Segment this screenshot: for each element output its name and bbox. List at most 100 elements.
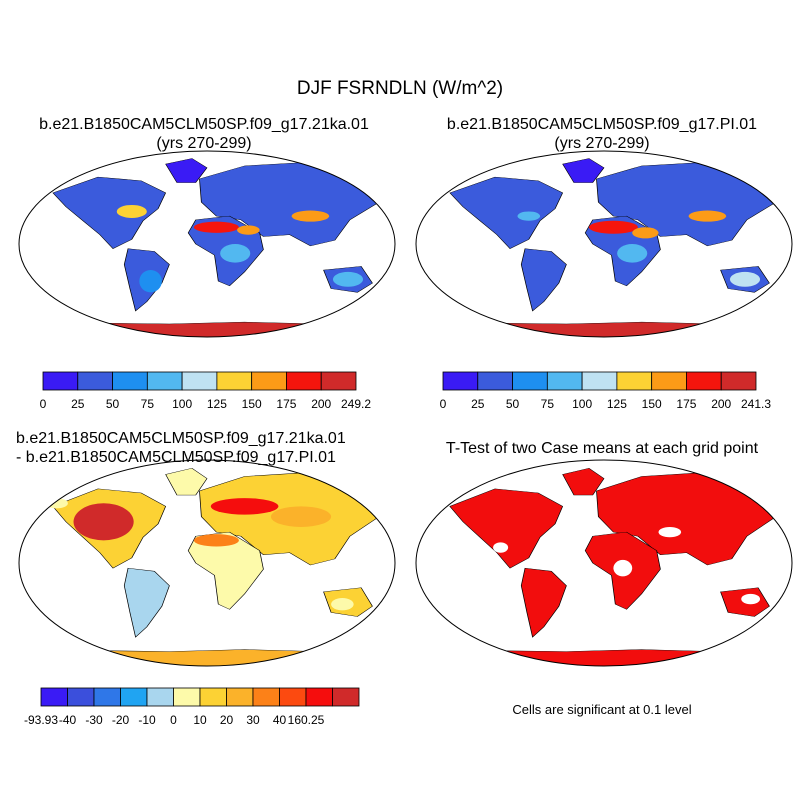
colorbar-swatch-diff-7 (226, 687, 254, 707)
field-patch-case1-6 (220, 244, 251, 263)
significance-note: Cells are significant at 0.1 level (512, 702, 692, 717)
field-patch-case2-2 (688, 210, 727, 222)
continent-southAmerica-ttest (520, 567, 567, 638)
field-patch-case1-4 (332, 271, 364, 287)
colorbar-label-diff-8: 30 (246, 713, 260, 727)
field-patch-ttest-1 (658, 526, 682, 538)
continent-northAmerica-ttest (449, 488, 564, 569)
continent-greenland-case1 (165, 158, 208, 183)
colorbar-swatch-case2-7 (686, 371, 722, 391)
field-patch-case1-0 (116, 204, 147, 218)
field-patch-case2-0 (588, 220, 638, 234)
colorbar-swatch-case1-8 (320, 371, 357, 391)
colorbar-swatch-case2-3 (546, 371, 583, 391)
panel-title-diff-line1: b.e21.B1850CAM5CLM50SP.f09_g17.21ka.01 (16, 430, 346, 447)
colorbar-label-diff-3: -20 (112, 713, 130, 727)
colorbar-label-diff-9: 40 (273, 713, 287, 727)
map-case1 (18, 150, 396, 338)
field-patch-ttest-0 (613, 559, 633, 577)
colorbar-swatch-diff-6 (199, 687, 227, 707)
colorbar-swatch-diff-1 (67, 687, 95, 707)
colorbar-label-diff-4: -10 (138, 713, 156, 727)
colorbar-label-case1-4: 100 (172, 397, 192, 411)
continent-southAmerica-diff (123, 567, 170, 638)
panel-title-diff: b.e21.B1850CAM5CLM50SP.f09_g17.21ka.01 -… (16, 429, 346, 467)
colorbar-swatch-case1-1 (77, 371, 113, 391)
colorbar-label-diff-1: -40 (59, 713, 77, 727)
map-frame-ttest (415, 459, 793, 667)
figure-title: DJF FSRNDLN (W/m^2) (296, 78, 504, 99)
continent-antarctica-diff (29, 649, 385, 666)
colorbar-label-diff-0: -93.93 (24, 713, 58, 727)
colorbar-swatch-case1-7 (286, 371, 322, 391)
colorbar-swatch-diff-2 (93, 687, 121, 707)
colorbar-label-case1-0: 0 (40, 397, 47, 411)
colorbar-swatch-case2-2 (512, 371, 548, 391)
field-patch-case2-5 (617, 244, 648, 263)
colorbar-swatch-diff-4 (146, 687, 174, 707)
colorbar-label-diff-5: 0 (170, 713, 177, 727)
colorbar-label-case2-7: 175 (676, 397, 696, 411)
colorbar-swatch-diff-9 (279, 687, 307, 707)
colorbar-swatch-case2-5 (616, 371, 653, 391)
field-patch-ttest-2 (741, 593, 761, 605)
field-patch-case1-3 (291, 210, 330, 222)
colorbar-diff: -93.93 -40 -30 -20 -10 0 10 20 30 40 160.25 (24, 687, 360, 727)
field-patch-diff-3 (270, 506, 332, 527)
colorbar-swatch-diff-0 (40, 687, 68, 707)
colorbar-label-case2-3: 75 (541, 397, 555, 411)
colorbar-label-case1-3: 75 (141, 397, 155, 411)
field-patch-ttest-3 (493, 542, 509, 553)
colorbar-swatch-case2-0 (442, 371, 479, 391)
colorbar-swatch-case2-6 (651, 371, 687, 391)
field-patch-case1-2 (237, 225, 260, 235)
colorbar-swatch-case2-1 (477, 371, 513, 391)
colorbar-swatch-diff-8 (252, 687, 280, 707)
colorbar-label-diff-10: 160.25 (288, 713, 325, 727)
colorbar-swatch-case2-8 (720, 371, 757, 391)
field-patch-diff-4 (331, 598, 354, 611)
colorbar-swatch-case1-5 (216, 371, 253, 391)
colorbar-label-case2-5: 125 (607, 397, 627, 411)
panel-title-case1-line1: b.e21.B1850CAM5CLM50SP.f09_g17.21ka.01 (39, 116, 369, 133)
colorbar-swatch-diff-11 (332, 687, 360, 707)
map-frame-case2 (415, 150, 793, 338)
continent-northAmerica-case1 (52, 176, 167, 249)
continent-northAmerica-case2 (449, 176, 564, 249)
colorbar-label-case1-2: 50 (106, 397, 120, 411)
colorbar-swatch-diff-3 (120, 687, 148, 707)
colorbar-label-case1-6: 150 (242, 397, 262, 411)
colorbar-swatch-case1-0 (42, 371, 79, 391)
colorbar-label-case2-6: 150 (642, 397, 662, 411)
colorbar-label-case1-8: 200 (311, 397, 331, 411)
continent-antarctica-case1 (29, 321, 385, 337)
panel-title-case1-line2: (yrs 270-299) (156, 135, 252, 152)
colorbar-swatch-diff-10 (305, 687, 333, 707)
panel-title-case2-line2: (yrs 270-299) (554, 135, 650, 152)
colorbar-label-case1-5: 125 (207, 397, 227, 411)
continent-greenland-case2 (562, 158, 605, 183)
panel-title-case1: b.e21.B1850CAM5CLM50SP.f09_g17.21ka.01 (… (14, 115, 394, 153)
colorbar-swatch-diff-5 (173, 687, 201, 707)
field-patch-case1-5 (139, 270, 162, 293)
panel-title-diff-line2: - b.e21.B1850CAM5CLM50SP.f09_g17.PI.01 (16, 449, 336, 466)
panel-title-case2: b.e21.B1850CAM5CLM50SP.f09_g17.PI.01 (yr… (412, 115, 792, 153)
colorbar-case1: 0 25 50 75 100 125 150 175 200 249.2 (40, 371, 371, 411)
colorbar-label-case2-1: 25 (471, 397, 485, 411)
panel-title-ttest: T-Test of two Case means at each grid po… (445, 440, 759, 457)
map-frame-diff (18, 459, 396, 667)
colorbar-label-case1-7: 175 (276, 397, 296, 411)
colorbar-label-case1-1: 25 (71, 397, 85, 411)
continent-africa-diff (187, 531, 264, 610)
continent-southAmerica-case2 (520, 248, 567, 312)
field-patch-case2-3 (729, 271, 761, 287)
colorbar-label-diff-2: -30 (85, 713, 103, 727)
continent-antarctica-case2 (426, 321, 782, 337)
colorbar-label-case2-8: 200 (711, 397, 731, 411)
colorbar-swatch-case1-3 (146, 371, 183, 391)
map-diff (18, 459, 396, 667)
field-patch-diff-1 (210, 498, 279, 515)
map-frame-case1 (18, 150, 396, 338)
colorbar-swatch-case1-2 (112, 371, 148, 391)
